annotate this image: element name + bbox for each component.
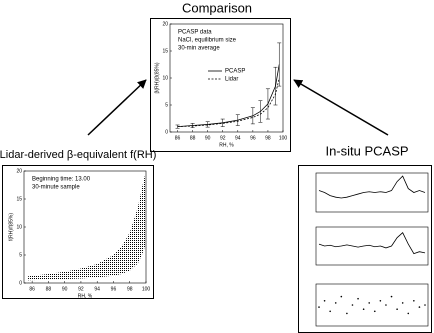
point xyxy=(340,295,343,298)
point xyxy=(351,304,354,306)
left-frame xyxy=(2,165,154,299)
x-tick-label: 90 xyxy=(205,135,211,141)
x-tick-label: 100 xyxy=(279,135,288,141)
x-tick-label: 94 xyxy=(94,286,100,292)
plot-frame xyxy=(315,283,429,327)
y-tick-label: 15 xyxy=(162,48,168,54)
x-tick-label: 92 xyxy=(220,135,226,141)
point xyxy=(323,300,326,302)
y-tick-label: 10 xyxy=(162,75,168,81)
x-tick-label: 92 xyxy=(78,286,84,292)
error-bar xyxy=(205,121,210,128)
point xyxy=(368,302,371,304)
point xyxy=(401,302,404,304)
y-axis-label: f(RH)/f(85%) xyxy=(8,213,14,241)
center-frame xyxy=(150,18,291,152)
y-tick-label: 20 xyxy=(16,168,22,174)
x-axis-label: RH, % xyxy=(219,142,234,148)
plot-frame xyxy=(315,226,429,266)
point xyxy=(373,310,376,313)
point xyxy=(418,306,421,308)
arrow xyxy=(293,79,389,136)
point xyxy=(318,306,320,308)
point xyxy=(362,308,365,311)
error-bar xyxy=(258,100,263,123)
right-label: In-situ PCASP xyxy=(325,143,408,158)
error-bar xyxy=(273,66,278,106)
point xyxy=(396,308,398,311)
legend-label: PCASP xyxy=(225,69,245,75)
y-tick-label: 20 xyxy=(162,21,168,27)
x-tick-label: 96 xyxy=(250,135,256,141)
y-tick-label: 5 xyxy=(165,102,168,108)
x-tick-label: 86 xyxy=(175,135,181,141)
y-axis-label: β(RH)/β(85%) xyxy=(154,62,160,93)
left-label: Lidar-derived β-equivalent f(RH) xyxy=(0,149,156,161)
series-line xyxy=(177,64,280,127)
error-bar xyxy=(175,124,180,129)
y-tick-label: 0 xyxy=(19,280,22,286)
point xyxy=(407,312,410,315)
annotation: PCASP data xyxy=(178,30,212,36)
annotation: 30-minute sample xyxy=(32,185,80,191)
series-line xyxy=(318,175,426,199)
x-tick-label: 88 xyxy=(190,135,196,141)
legend-label: Lidar xyxy=(225,77,238,83)
x-axis-label: RH, % xyxy=(78,293,93,299)
band-lower xyxy=(28,243,147,283)
y-tick-label: 15 xyxy=(16,196,22,202)
point xyxy=(385,304,387,306)
annotation: NaCl, equilibrium size xyxy=(178,38,237,44)
plot-frame xyxy=(315,172,429,213)
x-tick-label: 90 xyxy=(62,286,68,292)
series-line xyxy=(318,232,426,255)
x-tick-label: 98 xyxy=(127,286,133,292)
x-tick-label: 100 xyxy=(142,286,151,292)
series-line xyxy=(177,77,280,127)
band-upper xyxy=(28,171,147,283)
point xyxy=(334,302,337,304)
x-tick-label: 86 xyxy=(29,286,35,292)
y-tick-label: 10 xyxy=(16,224,22,230)
annotation: 30-min average xyxy=(178,46,220,52)
error-bar xyxy=(277,42,282,87)
annotation: Beginning time: 13.00 xyxy=(32,177,91,183)
error-bar xyxy=(235,114,240,126)
point xyxy=(329,310,331,313)
point xyxy=(390,295,393,298)
x-tick-label: 96 xyxy=(111,286,117,292)
point xyxy=(413,300,415,302)
point xyxy=(424,304,426,306)
error-bar xyxy=(265,88,270,120)
y-tick-label: 5 xyxy=(19,252,22,258)
x-tick-label: 98 xyxy=(265,135,271,141)
error-bar xyxy=(220,118,225,127)
y-tick-label: 0 xyxy=(165,129,168,135)
x-tick-label: 88 xyxy=(46,286,52,292)
point xyxy=(357,297,359,300)
error-bar xyxy=(190,123,195,128)
point xyxy=(379,300,382,302)
arrow xyxy=(87,79,147,136)
point xyxy=(346,312,348,315)
error-bar xyxy=(250,107,255,125)
title: Comparison xyxy=(182,0,252,15)
x-tick-label: 94 xyxy=(235,135,241,141)
